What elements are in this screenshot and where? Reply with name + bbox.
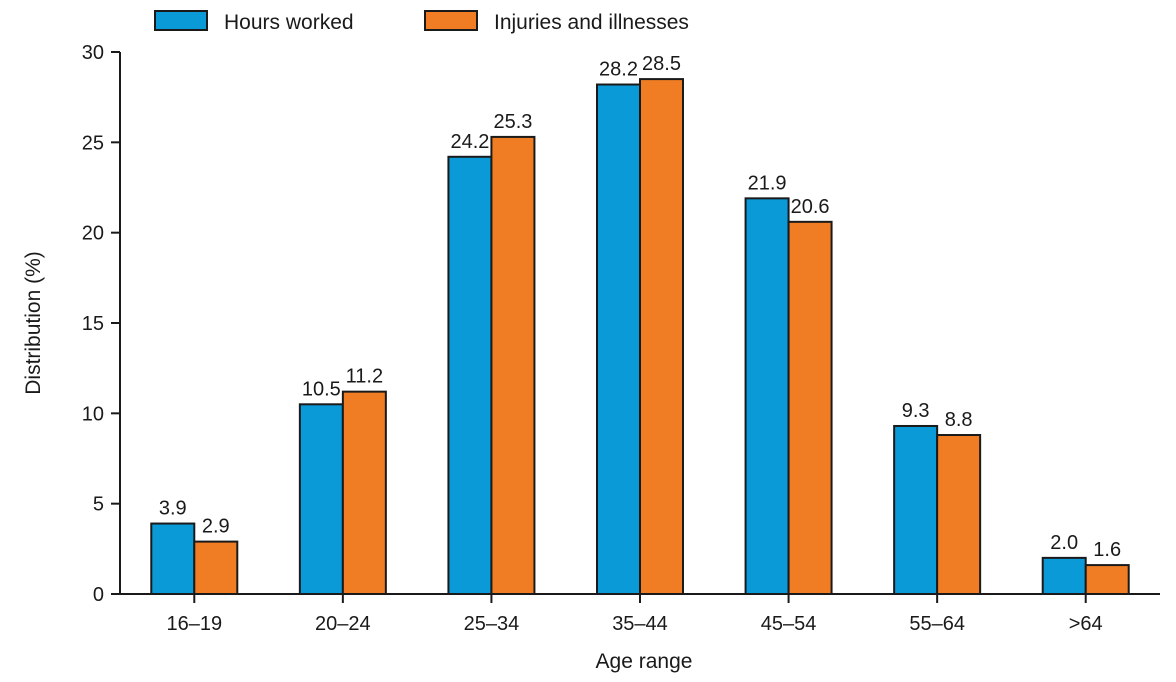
bar-hours-worked <box>447 155 493 596</box>
bar-hours-worked <box>298 403 344 595</box>
y-tick-label: 20 <box>82 223 104 245</box>
x-tick-label: 55–64 <box>909 613 965 635</box>
bar-injuries-illnesses <box>490 135 536 595</box>
data-label: 2.9 <box>202 516 230 538</box>
y-tick-label: 25 <box>82 132 104 154</box>
legend-swatch <box>154 10 208 31</box>
x-axis: 16–19 20–24 25–34 35–44 45–54 55–64 >64 <box>120 593 1160 635</box>
data-label: 28.5 <box>642 53 681 75</box>
legend-swatch <box>424 10 478 31</box>
y-tick-label: 15 <box>82 313 104 335</box>
value-labels: 3.9 2.9 10.511.2 24.225.3 28.2 28.5 21.920.6 9.… <box>159 53 1121 561</box>
bar-hours-worked <box>893 424 939 596</box>
y-tick-label: 0 <box>93 584 104 606</box>
bar-hours-worked <box>596 83 641 596</box>
legend-label: Injuries and illnesses <box>494 11 689 34</box>
bars <box>150 78 1130 596</box>
legend: Hours worked Injuries and illnesses <box>154 10 689 34</box>
bar-hours-worked <box>1041 556 1087 595</box>
y-axis: 0 5 10 15 20 25 30 <box>82 42 121 606</box>
x-tick-label: 25–34 <box>464 613 520 635</box>
y-tick-label: 5 <box>93 494 104 516</box>
x-tick-label: >64 <box>1069 613 1103 635</box>
y-tick-label: 10 <box>82 403 104 425</box>
bar-injuries-illnesses <box>787 220 833 595</box>
bar-injuries-illnesses <box>1084 564 1130 595</box>
x-tick-label: 20–24 <box>315 613 371 635</box>
legend-label: Hours worked <box>224 11 354 34</box>
bar-injuries-illnesses <box>639 78 684 596</box>
data-label: 3.9 <box>159 498 187 520</box>
bar-hours-worked <box>150 522 196 595</box>
data-label: 28.2 <box>599 59 638 81</box>
data-label: 11.2 <box>346 366 383 388</box>
data-label: 2.0 <box>1050 532 1078 554</box>
data-label: 24.2 <box>450 131 489 153</box>
x-axis-title: Age range <box>596 650 693 673</box>
bar-hours-worked <box>744 197 790 595</box>
data-label: 20.6 <box>791 196 830 218</box>
data-label: 10.5 <box>302 378 341 400</box>
x-tick-label: 16–19 <box>166 613 222 635</box>
data-label: 25.3 <box>493 111 532 133</box>
bar-injuries-illnesses <box>341 390 387 595</box>
bar-injuries-illnesses <box>936 434 982 595</box>
data-label: 9.3 <box>902 400 930 422</box>
y-tick-label: 30 <box>82 42 104 64</box>
bar-injuries-illnesses <box>193 540 239 596</box>
data-label: 8.8 <box>945 409 973 431</box>
y-axis-title: Distribution (%) <box>22 251 45 395</box>
x-tick-label: 45–54 <box>761 613 817 635</box>
data-label: 21.9 <box>748 172 787 194</box>
data-label: 1.6 <box>1093 539 1121 561</box>
x-tick-label: 35–44 <box>612 613 668 635</box>
